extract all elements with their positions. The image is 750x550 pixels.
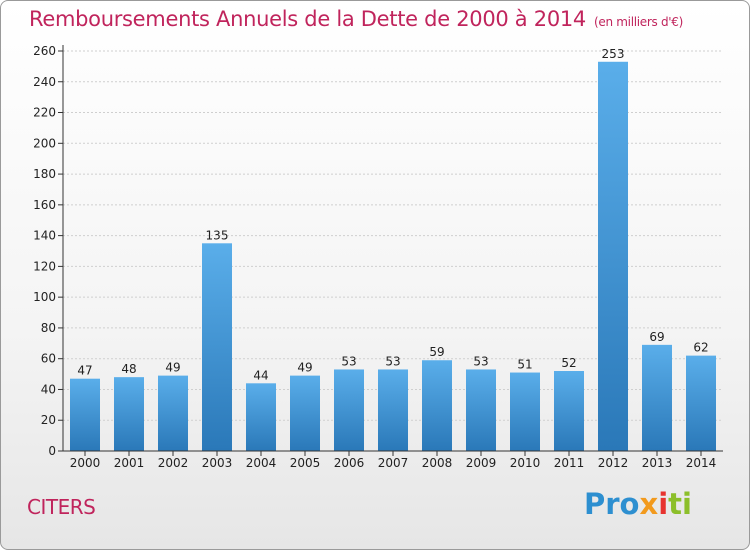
bar [422, 360, 452, 451]
y-tick-label: 180 [33, 167, 56, 181]
bar [598, 61, 628, 452]
bar-value-label: 135 [206, 228, 229, 242]
bar-value-label: 253 [602, 47, 625, 61]
bar-value-label: 47 [77, 364, 92, 378]
x-tick-label: 2010 [510, 456, 541, 470]
y-tick-label: 0 [48, 444, 56, 458]
y-tick-label: 40 [41, 382, 56, 396]
bar-value-label: 62 [693, 341, 708, 355]
x-tick-label: 2009 [466, 456, 497, 470]
bar-value-label: 69 [649, 330, 664, 344]
bar [202, 243, 232, 451]
bar-value-label: 52 [561, 356, 576, 370]
bar [686, 355, 716, 451]
y-tick-label: 80 [41, 321, 56, 335]
logo-part-2: x [639, 487, 659, 521]
bar [246, 383, 276, 451]
proxiti-logo: Proxiti [584, 487, 692, 521]
bar-value-label: 53 [385, 354, 400, 368]
x-tick-label: 2011 [554, 456, 585, 470]
axis-layer: 0 20 40 60 80 100 120 140 160 180 200 220 240 260 2000… [33, 44, 723, 470]
bar-layer: 47 48 49 135 44 49 53 53 59 53 51 52 253 69 62 [70, 47, 716, 452]
y-tick-label: 260 [33, 44, 56, 58]
chart-unit-note: (en milliers d'€) [594, 15, 684, 29]
x-tick-label: 2014 [686, 456, 717, 470]
bar-value-label: 53 [341, 354, 356, 368]
chart-title: Remboursements Annuels de la Dette de 20… [29, 7, 683, 31]
bar-value-label: 59 [429, 345, 444, 359]
x-tick-label: 2003 [202, 456, 233, 470]
bar [158, 375, 188, 451]
y-tick-label: 220 [33, 106, 56, 120]
bar-value-label: 49 [297, 361, 312, 375]
y-tick-label: 240 [33, 75, 56, 89]
logo-part-4: ti [668, 487, 692, 521]
bar-value-label: 44 [253, 368, 268, 382]
bar [114, 377, 144, 451]
y-tick-label: 160 [33, 198, 56, 212]
bar [70, 378, 100, 451]
bar [642, 344, 672, 451]
bar-value-label: 49 [165, 361, 180, 375]
x-tick-label: 2000 [70, 456, 101, 470]
logo-part-1: Pro [584, 487, 640, 521]
x-tick-label: 2007 [378, 456, 409, 470]
x-tick-label: 2006 [334, 456, 365, 470]
chart-title-text: Remboursements Annuels de la Dette de 20… [29, 7, 586, 31]
logo-part-3: i [658, 487, 669, 521]
y-tick-label: 200 [33, 136, 56, 150]
y-tick-label: 100 [33, 290, 56, 304]
x-tick-label: 2008 [422, 456, 453, 470]
bar [290, 375, 320, 451]
x-tick-label: 2012 [598, 456, 629, 470]
bar [334, 369, 364, 451]
y-tick-label: 60 [41, 352, 56, 366]
bar-value-label: 51 [517, 358, 532, 372]
commune-name: CITERS [27, 495, 96, 519]
bar-value-label: 48 [121, 362, 136, 376]
bar [554, 371, 584, 451]
x-tick-label: 2013 [642, 456, 673, 470]
bar [378, 369, 408, 451]
bar [510, 372, 540, 451]
bar [466, 369, 496, 451]
y-tick-label: 120 [33, 259, 56, 273]
x-tick-label: 2005 [290, 456, 321, 470]
y-tick-label: 140 [33, 229, 56, 243]
bar-value-label: 53 [473, 354, 488, 368]
y-tick-label: 20 [41, 413, 56, 427]
x-tick-label: 2004 [246, 456, 277, 470]
x-tick-label: 2001 [114, 456, 145, 470]
x-tick-label: 2002 [158, 456, 189, 470]
